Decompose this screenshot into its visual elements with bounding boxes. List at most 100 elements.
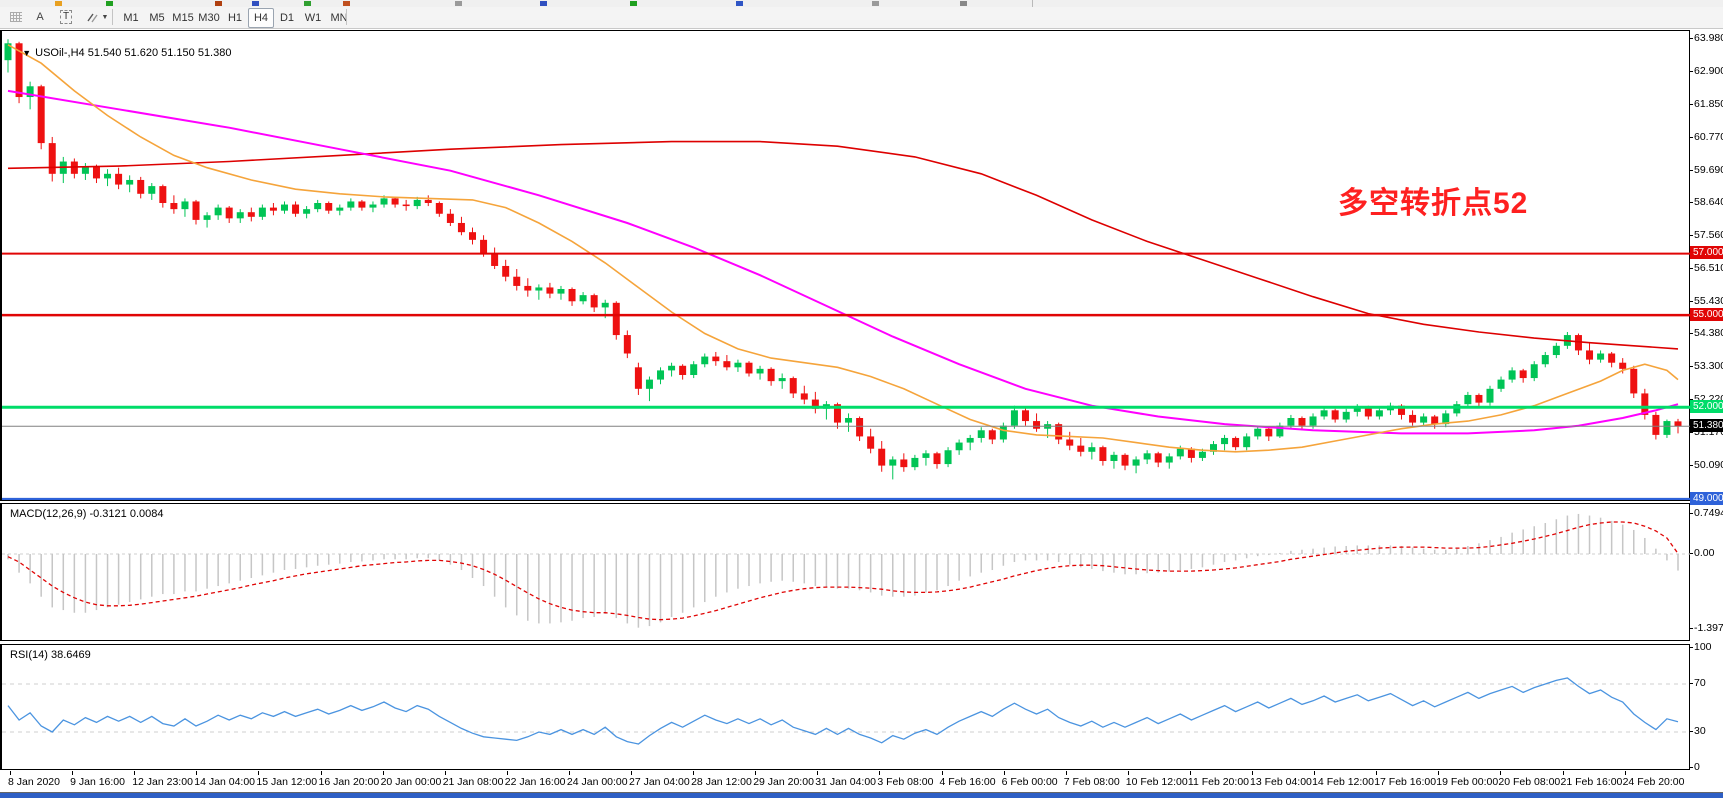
timeframe-button-m5[interactable]: M5 [149,12,165,24]
date-tick-mark [1127,771,1129,775]
cropped-icon-fragment [960,1,967,6]
date-tick-mark [444,771,446,775]
date-tick-label: 20 Feb 08:00 [1498,776,1561,788]
date-tick-mark [1252,771,1253,775]
axis-tick-label: 53.300 [1694,360,1723,373]
letter-a-icon: A [36,11,44,23]
timeframe-button-w1[interactable]: W1 [304,12,322,24]
cropped-icon-fragment [455,1,462,6]
axis-tick-label: -1.3973 [1694,621,1723,634]
cropped-icon-fragment [252,1,259,6]
cropped-icon-fragment [872,1,879,6]
date-tick-label: 27 Jan 04:00 [629,776,690,788]
cropped-icon-fragment [304,1,311,6]
price-axis[interactable]: 63.980 62.900 61.850 60.770 59.690 58.640 57.5… [1690,30,1723,505]
macd-pane[interactable]: MACD(12,26,9) -0.3121 0.0084 [0,503,1690,641]
date-tick-label: 21 Feb 16:00 [1560,776,1623,788]
date-tick-label: 19 Feb 00:00 [1436,776,1499,788]
date-tick-mark [1189,771,1191,775]
axis-tick-label: 58.640 [1694,196,1723,209]
cropped-icon-fragment [343,1,350,6]
axis-tick-label: 61.850 [1694,97,1723,110]
date-tick-mark [1065,771,1067,775]
macd-axis[interactable]: 0.7494 0.00 -1.3973 [1690,503,1723,641]
date-tick-label: 8 Jan 2020 [8,776,60,788]
axis-tick-label: 57.560 [1694,229,1723,242]
date-tick-mark [1624,771,1626,775]
text-label-tool[interactable]: T [56,9,76,25]
toolbar-separator [346,9,347,25]
date-tick-mark [568,771,570,775]
date-tick-mark [1314,771,1316,775]
price-chart-pane[interactable]: ▼ USOil-,H4 51.540 51.620 51.150 51.380 [0,30,1690,501]
date-tick-mark [10,771,11,775]
rsi-pane[interactable]: RSI(14) 38.6469 [0,644,1690,770]
axis-tick-mark [1690,647,1693,648]
price-line-badge: 57.000 [1690,246,1723,260]
date-tick-label: 9 Jan 16:00 [70,776,125,788]
chart-text-annotation[interactable]: 多空转折点52 [1338,187,1529,220]
cursor-tool[interactable]: A [32,9,48,25]
timeframe-button-m30[interactable]: M30 [198,12,220,24]
cropped-icon-fragment [630,1,637,6]
window-bottom-strip [0,793,1723,798]
rsi-axis[interactable]: 100 70 30 0 [1690,641,1723,773]
axis-tick-label: 30 [1694,725,1706,737]
timeframe-button-m1[interactable]: M1 [123,12,139,24]
axis-tick-label: 63.980 [1694,32,1723,45]
axis-tick-mark [1690,136,1693,138]
axis-tick-label: 56.510 [1694,261,1723,274]
date-tick-label: 11 Feb 20:00 [1187,776,1249,788]
date-axis[interactable]: 8 Jan 2020 9 Jan 16:00 12 Jan 23:00 14 Jan … [0,771,1690,792]
date-tick-label: 24 Feb 20:00 [1622,776,1685,788]
timeframe-button-m15[interactable]: M15 [172,12,194,24]
date-tick-mark [941,771,943,775]
axis-tick-mark [1690,71,1693,73]
axis-tick-label: 0.7494 [1694,506,1723,519]
axis-tick-mark [1690,553,1693,554]
date-tick-mark [631,771,632,775]
macd-label: MACD(12,26,9) -0.3121 0.0084 [10,508,164,520]
date-tick-mark [693,771,695,775]
timeframe-button-h1[interactable]: H1 [227,12,243,24]
axis-tick-mark [1690,627,1693,629]
price-chart-canvas[interactable] [2,31,1690,500]
axis-tick-label: 60.770 [1694,130,1723,143]
date-tick-label: 14 Jan 04:00 [194,776,256,788]
date-tick-label: 12 Jan 23:00 [132,776,193,788]
axis-tick-mark [1690,366,1693,368]
window-bottom-border [0,792,1723,793]
date-tick-mark [196,771,198,775]
date-tick-mark [382,771,384,775]
timeframe-button-mn[interactable]: MN [330,12,348,24]
date-tick-label: 20 Jan 00:00 [380,776,442,788]
date-tick-mark [1003,771,1005,775]
axis-tick-label: 100 [1694,641,1712,653]
crosshair-grid-tool[interactable] [6,9,26,25]
date-tick-label: 17 Feb 16:00 [1374,776,1437,788]
axis-tick-mark [1690,202,1693,204]
axis-tick-label: 54.380 [1694,327,1723,340]
timeframe-button-h4[interactable]: H4 [248,8,274,28]
price-line-badge: 49.000 [1690,491,1723,505]
axis-tick-mark [1690,267,1693,269]
rsi-label: RSI(14) 38.6469 [10,649,91,661]
date-tick-label: 24 Jan 00:00 [566,776,628,788]
cropped-icon-fragment [55,1,62,6]
date-tick-label: 14 Feb 12:00 [1312,776,1374,788]
rsi-canvas[interactable] [2,645,1690,769]
date-tick-label: 28 Jan 12:00 [691,776,752,788]
axis-tick-mark [1690,300,1693,302]
chart-title: ▼ USOil-,H4 51.540 51.620 51.150 51.380 [22,47,232,59]
shapes-tool[interactable]: ▼ [84,9,110,25]
date-tick-mark [320,771,322,775]
chevron-down-icon[interactable]: ▼ [22,48,32,58]
date-tick-label: 10 Feb 12:00 [1125,776,1188,788]
axis-tick-label: 59.690 [1694,164,1723,177]
axis-tick-mark [1690,103,1693,105]
macd-canvas[interactable] [2,504,1690,640]
date-tick-label: 4 Feb 16:00 [939,776,996,788]
axis-tick-mark [1690,38,1693,40]
timeframe-button-d1[interactable]: D1 [279,12,295,24]
date-tick-label: 13 Feb 04:00 [1250,776,1312,788]
